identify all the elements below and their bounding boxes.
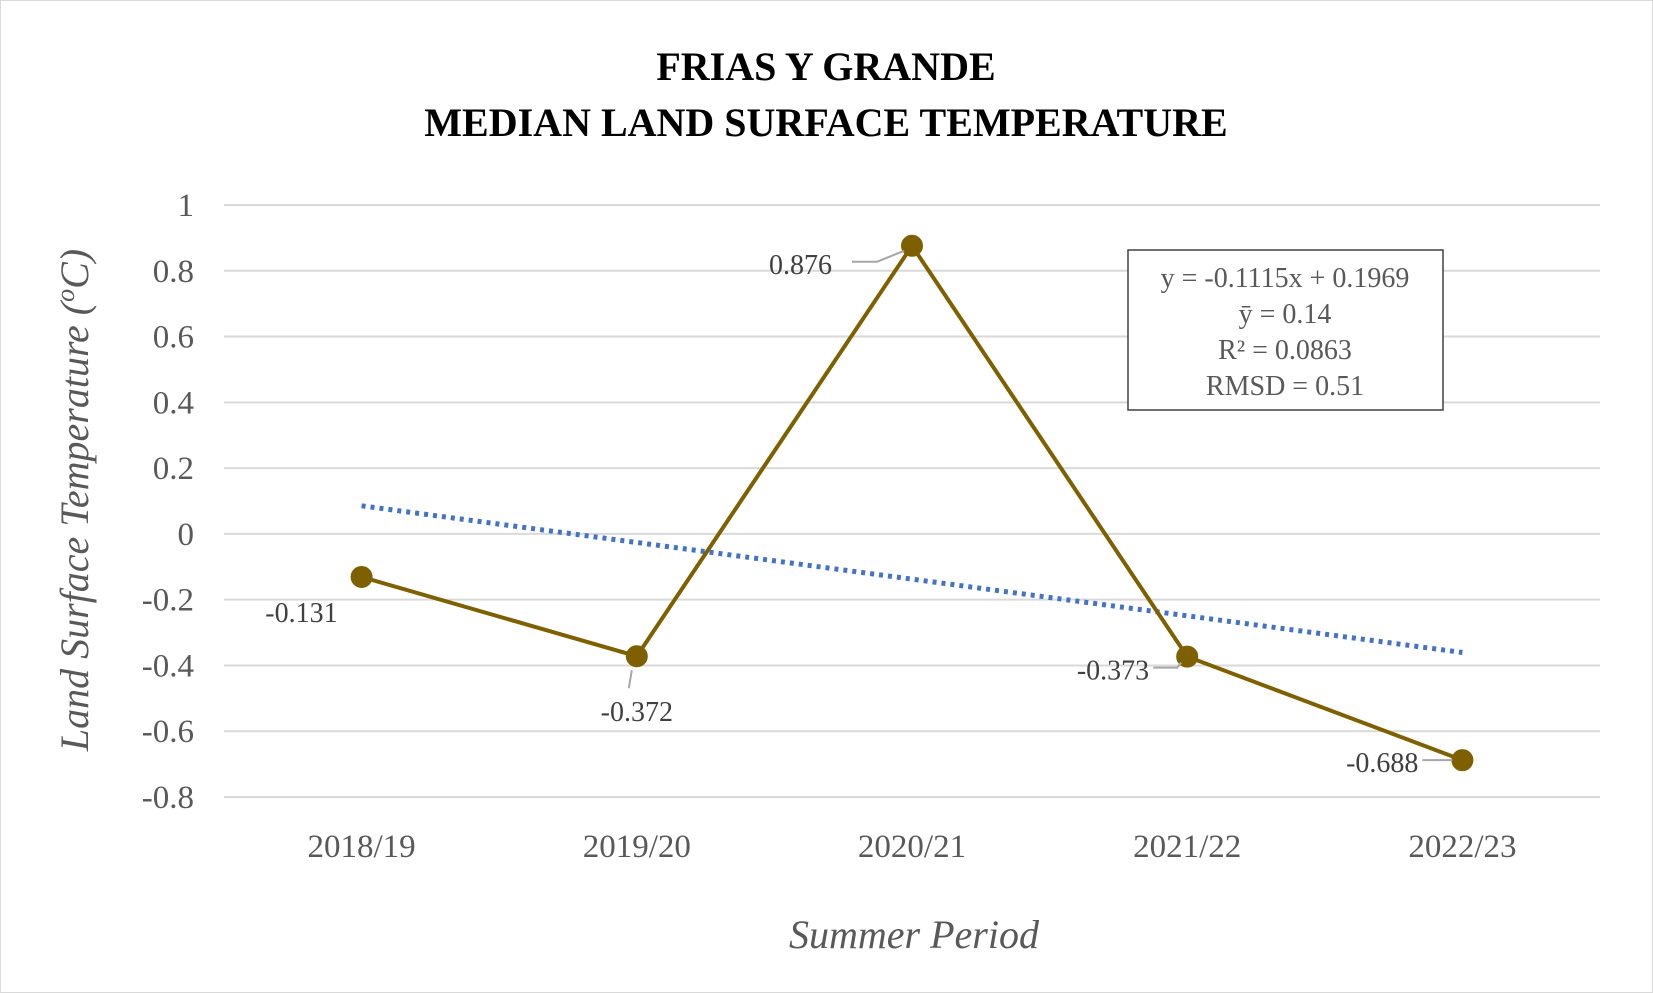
y-axis-title-text: Land Surface Temperature ( [52,299,97,752]
trendline [361,503,1463,655]
y-tick-label: 1 [178,188,195,224]
chart-title-line-1: FRIAS Y GRANDE [656,44,995,89]
y-tick-label: 0.8 [153,254,194,290]
y-tick-label: 0 [178,517,195,553]
y-tick-label: 0.4 [153,385,194,421]
y-tick-label: 0.2 [153,451,194,487]
y-tick-label: -0.6 [142,714,194,750]
data-point-marker [901,234,923,257]
stats-box: y = -0.1115x + 0.1969 ȳ = 0.14 R² = 0.08… [1127,249,1444,411]
data-label-leader [627,670,633,689]
data-point-marker [1176,645,1199,668]
gridlines [224,204,1600,798]
stats-box-border [1127,249,1444,411]
data-label: -0.372 [601,697,673,728]
data-label: -0.131 [265,598,337,629]
x-tick-label: 2022/23 [1408,829,1516,865]
data-label: -0.688 [1346,748,1418,779]
stats-r-squared: R² = 0.0863 [1218,335,1352,366]
y-tick-label: -0.2 [142,583,194,619]
data-label-leader [1153,661,1182,669]
data-label-layer: -0.131 -0.372 0.876 -0.373 -0.688 [265,249,1453,779]
x-tick-label: 2018/19 [308,829,416,865]
x-axis-title: Summer Period [789,912,1040,957]
y-axis-title-unit: C) [52,249,97,289]
data-label: -0.373 [1077,656,1149,687]
data-point-marker [625,645,648,668]
stats-equation: y = -0.1115x + 0.1969 [1161,263,1410,294]
x-tick-label: 2021/22 [1133,829,1241,865]
y-axis-title-superscript: o [51,289,80,302]
chart-title-line-2: MEDIAN LAND SURFACE TEMPERATURE [424,100,1227,145]
data-label: 0.876 [769,250,832,281]
y-tick-label: -0.4 [142,648,194,684]
data-point-marker [1451,749,1474,772]
y-tick-label: -0.8 [142,780,194,816]
stats-rmsd: RMSD = 0.51 [1206,371,1364,402]
series-layer [350,234,1474,772]
y-tick-labels: 1 0.8 0.6 0.4 0.2 0 -0.2 -0.4 -0.6 -0.8 [142,188,194,816]
x-tick-label: 2019/20 [583,829,691,865]
data-label-leader [852,249,905,263]
data-point-marker [350,565,373,588]
x-tick-label: 2020/21 [858,829,966,865]
y-axis-title: Land Surface Temperature (oC) [51,249,97,752]
x-tick-labels: 2018/19 2019/20 2020/21 2021/22 2022/23 [308,829,1517,865]
stats-mean: ȳ = 0.14 [1239,299,1332,330]
y-tick-label: 0.6 [153,320,194,356]
trendline-layer [361,503,1463,655]
